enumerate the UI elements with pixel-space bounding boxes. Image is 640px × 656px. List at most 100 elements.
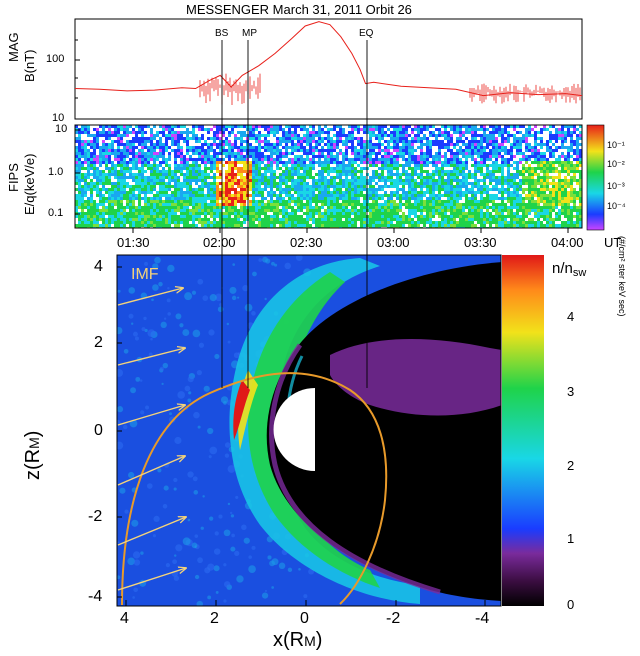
fips-pixel (102, 143, 105, 146)
fips-pixel (405, 149, 408, 152)
fips-pixel (132, 155, 135, 158)
fips-pixel (81, 188, 84, 191)
fips-pixel (213, 161, 216, 164)
fips-pixel (465, 200, 468, 203)
fips-pixel (540, 221, 543, 224)
fips-pixel (441, 134, 444, 137)
fips-pixel (390, 173, 393, 176)
fips-pixel (453, 224, 456, 227)
fips-pixel (414, 209, 417, 212)
fips-pixel (132, 215, 135, 218)
fips-pixel (375, 128, 378, 131)
fips-pixel (561, 164, 564, 167)
fips-pixel (78, 173, 81, 176)
fips-pixel (471, 143, 474, 146)
fips-pixel (240, 170, 243, 173)
fips-pixel (456, 164, 459, 167)
fips-pixel (465, 203, 468, 206)
fips-pixel (108, 215, 111, 218)
fips-pixel (435, 224, 438, 227)
fips-pixel (258, 125, 261, 128)
fips-pixel (117, 170, 120, 173)
fips-pixel (123, 146, 126, 149)
fips-pixel (312, 212, 315, 215)
fips-pixel (564, 167, 567, 170)
fips-pixel (525, 170, 528, 173)
fips-pixel (486, 164, 489, 167)
fips-pixel (222, 194, 225, 197)
fips-pixel (168, 221, 171, 224)
fips-pixel (540, 182, 543, 185)
fips-pixel (162, 224, 165, 227)
fips-pixel (231, 149, 234, 152)
fips-pixel (540, 137, 543, 140)
fips-pixel (147, 140, 150, 143)
fips-pixel (141, 218, 144, 221)
fips-pixel (96, 143, 99, 146)
fips-pixel (375, 224, 378, 227)
fips-pixel (222, 125, 225, 128)
fips-pixel (366, 179, 369, 182)
fips-pixel (189, 158, 192, 161)
fips-pixel (102, 131, 105, 134)
fips-pixel (468, 155, 471, 158)
fips-pixel (297, 215, 300, 218)
fips-pixel (177, 218, 180, 221)
fips-pixel (504, 149, 507, 152)
fips-pixel (471, 128, 474, 131)
fips-pixel (483, 128, 486, 131)
fips-pixel (402, 143, 405, 146)
fips-pixel (513, 215, 516, 218)
fips-pixel (282, 155, 285, 158)
fips-pixel (327, 203, 330, 206)
fips-pixel (243, 179, 246, 182)
fips-pixel (519, 224, 522, 227)
fips-pixel (336, 182, 339, 185)
fips-pixel (390, 155, 393, 158)
fips-pixel (402, 155, 405, 158)
fips-pixel (429, 140, 432, 143)
fips-pixel (285, 185, 288, 188)
fips-pixel (216, 143, 219, 146)
fips-pixel (489, 131, 492, 134)
fips-pixel (78, 191, 81, 194)
fips-pixel (450, 149, 453, 152)
fips-pixel (531, 146, 534, 149)
fips-pixel (369, 158, 372, 161)
fips-pixel (90, 143, 93, 146)
fips-pixel (111, 131, 114, 134)
fips-pixel (537, 143, 540, 146)
fips-pixel (468, 215, 471, 218)
fips-pixel (135, 125, 138, 128)
fips-pixel (429, 125, 432, 128)
fips-pixel (243, 188, 246, 191)
fips-pixel (192, 173, 195, 176)
fips-pixel (243, 194, 246, 197)
fips-pixel (552, 164, 555, 167)
fips-pixel (381, 206, 384, 209)
fips-pixel (138, 197, 141, 200)
fips-pixel (165, 125, 168, 128)
fips-pixel (369, 203, 372, 206)
fips-pixel (243, 212, 246, 215)
fips-pixel (312, 134, 315, 137)
fips-pixel (255, 167, 258, 170)
fips-pixel (240, 149, 243, 152)
fips-pixel (375, 200, 378, 203)
fips-pixel (213, 125, 216, 128)
fips-pixel (285, 182, 288, 185)
fips-pixel (240, 140, 243, 143)
fips-pixel (255, 134, 258, 137)
fips-pixel (444, 179, 447, 182)
fips-pixel (195, 176, 198, 179)
fips-pixel (255, 176, 258, 179)
fips-pixel (111, 194, 114, 197)
fips-pixel (279, 176, 282, 179)
fips-pixel (144, 179, 147, 182)
fips-pixel (258, 218, 261, 221)
fips-pixel (174, 176, 177, 179)
fips-pixel (129, 161, 132, 164)
fips-pixel (141, 125, 144, 128)
fips-pixel (489, 197, 492, 200)
fips-pixel (387, 152, 390, 155)
